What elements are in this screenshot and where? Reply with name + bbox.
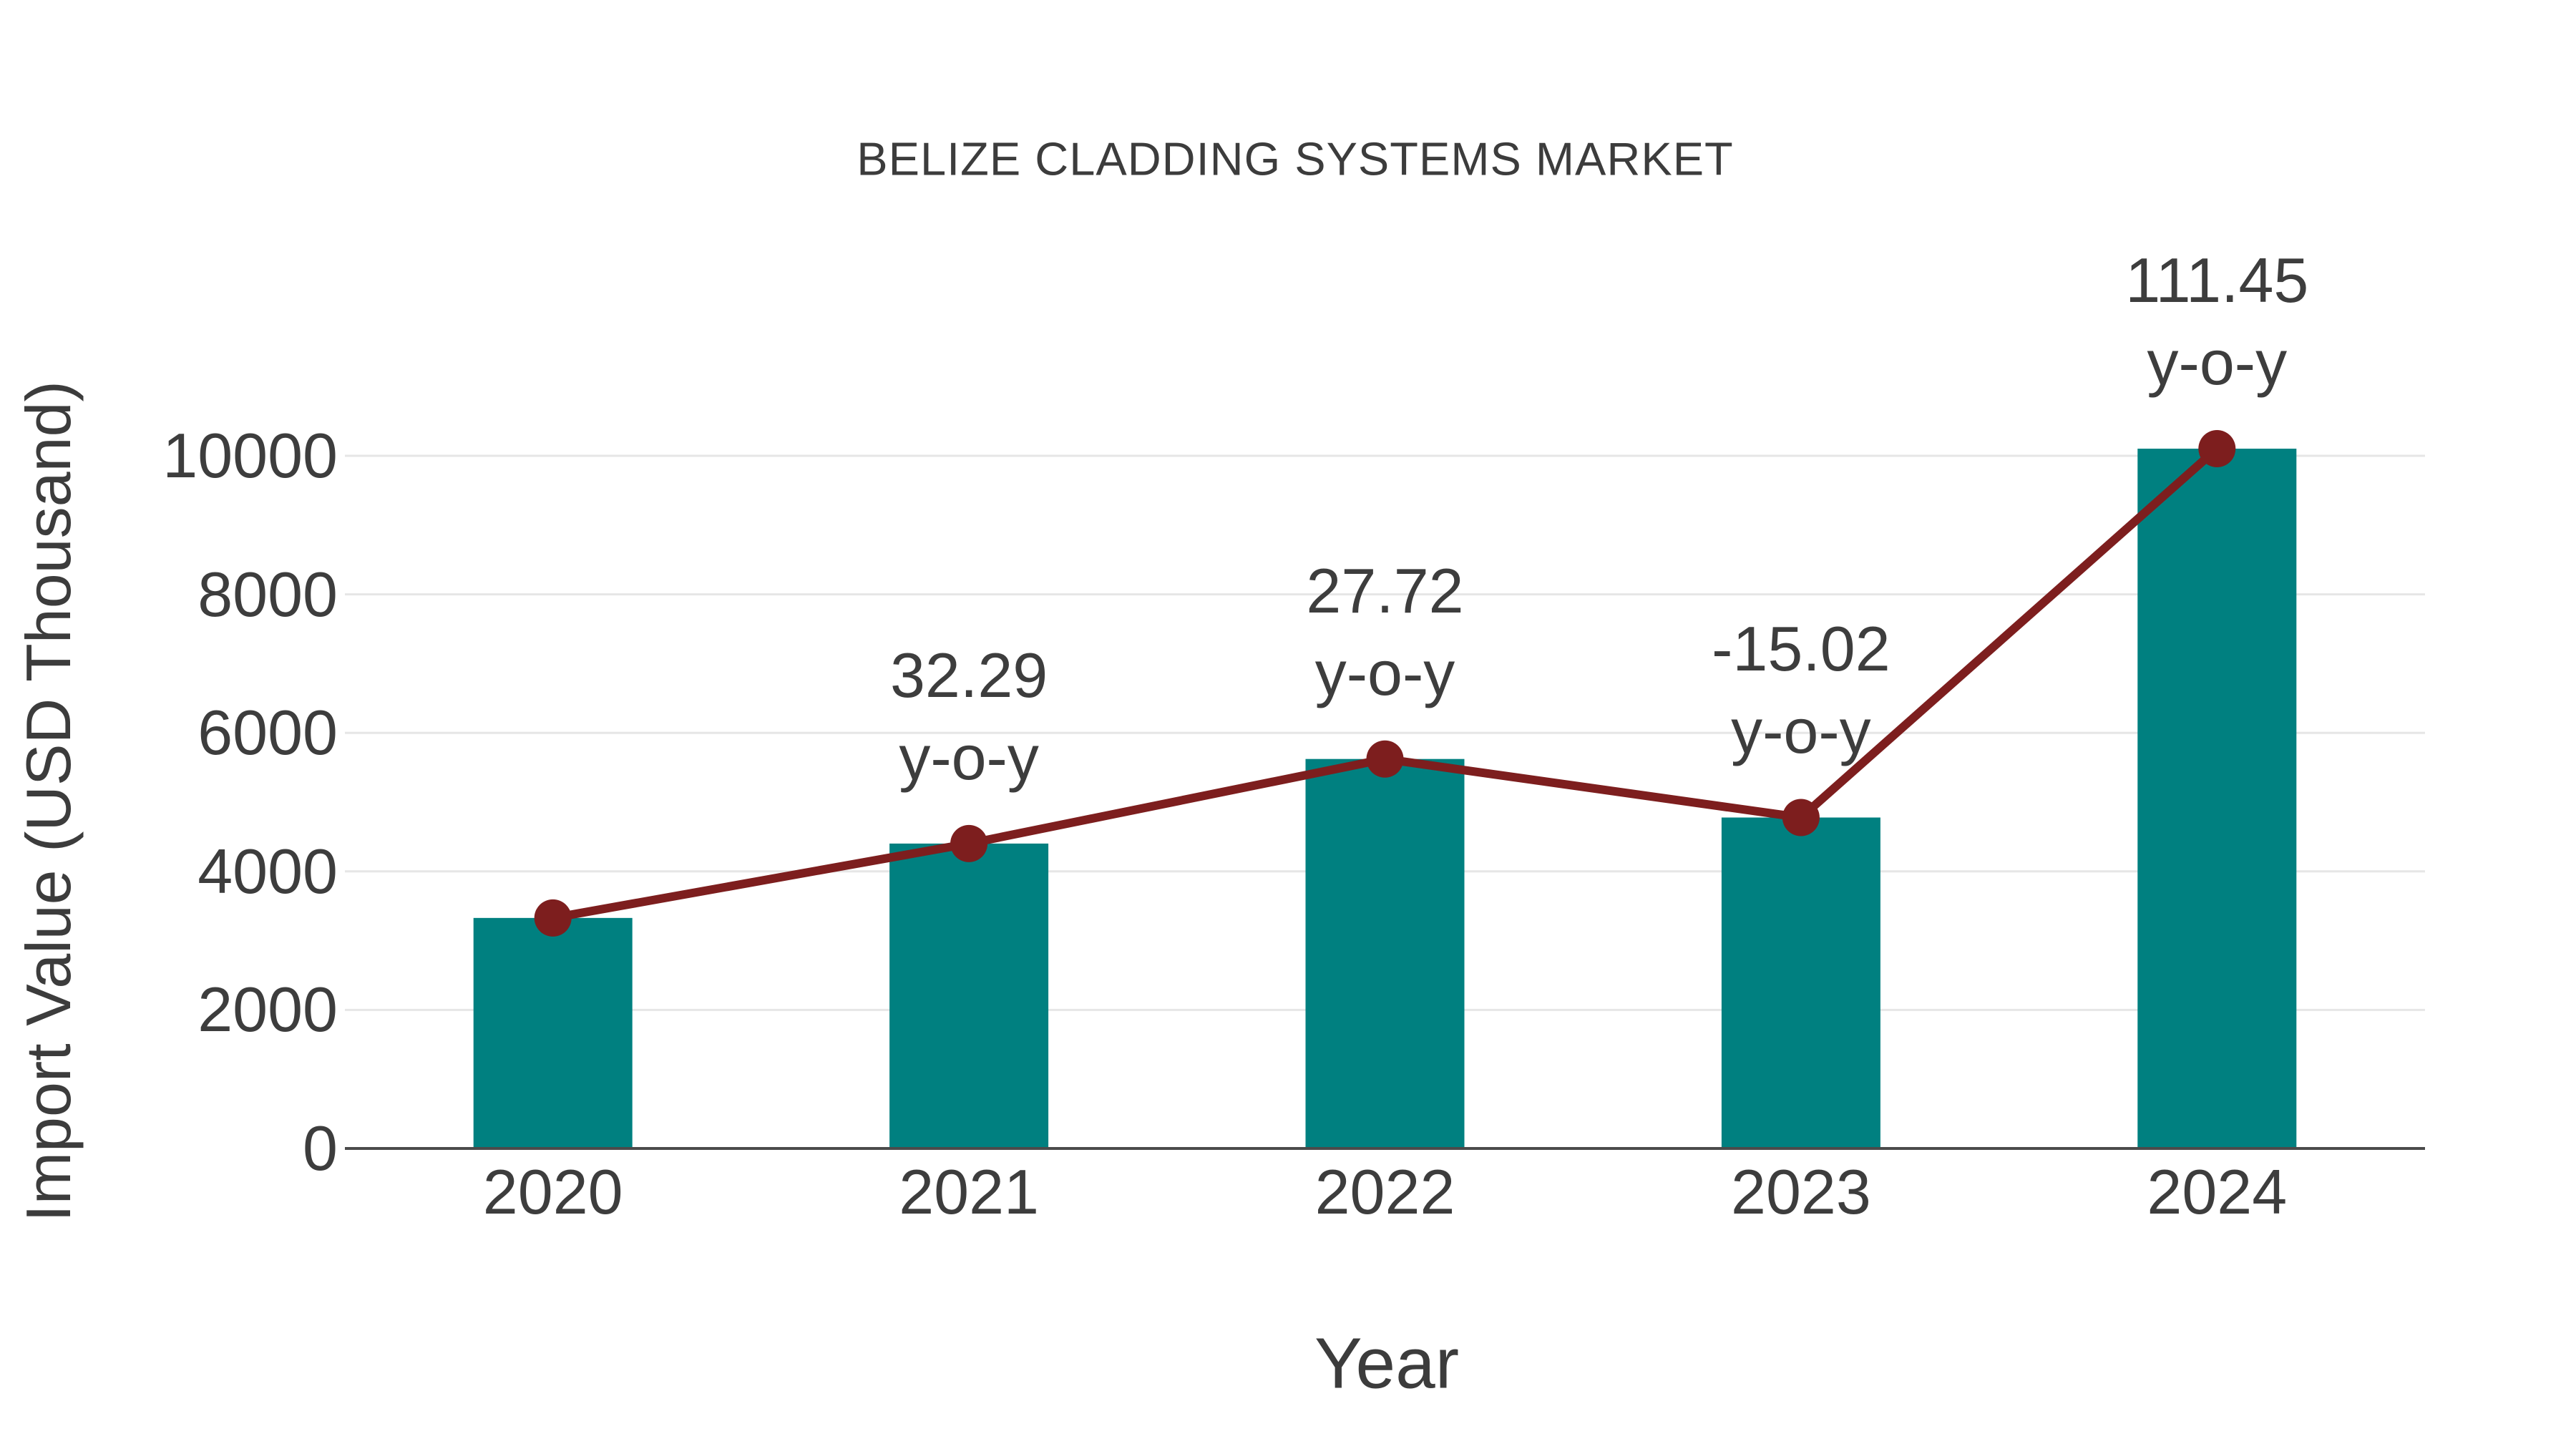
y-tick-10000: 10000 [162, 420, 338, 491]
x-tick-2022: 2022 [1314, 1156, 1455, 1227]
x-tick-2021: 2021 [899, 1156, 1039, 1227]
annotation-2022-value: 27.72 [1306, 555, 1464, 626]
annotation-2024-value: 111.45 [2125, 245, 2309, 316]
trend-point-2021[interactable] [950, 824, 988, 862]
trend-point-2022[interactable] [1366, 740, 1404, 778]
bar-2020[interactable] [473, 917, 633, 1148]
x-axis-title: Year [1314, 1323, 1460, 1404]
bar-2022[interactable] [1305, 758, 1465, 1148]
y-tick-2000: 2000 [197, 974, 338, 1045]
trend-point-2023[interactable] [1782, 799, 1820, 836]
bar-2023[interactable] [1721, 817, 1880, 1148]
x-tick-2020: 2020 [482, 1156, 623, 1227]
annotation-2021-value: 32.29 [889, 639, 1048, 711]
y-tick-4000: 4000 [197, 835, 338, 907]
x-tick-2023: 2023 [1731, 1156, 1871, 1227]
annotation-2022-label: y-o-y [1314, 637, 1455, 708]
annotation-2021-label: y-o-y [899, 721, 1039, 793]
trend-point-2020[interactable] [534, 899, 572, 937]
y-tick-6000: 6000 [197, 697, 338, 769]
bar-2021[interactable] [889, 843, 1049, 1148]
annotation-2024-label: y-o-y [2147, 327, 2288, 399]
y-tick-8000: 8000 [197, 558, 338, 630]
annotation-2023-label: y-o-y [1731, 696, 1871, 767]
trend-point-2024[interactable] [2198, 430, 2236, 468]
annotation-2023-value: -15.02 [1712, 613, 1890, 685]
y-tick-0: 0 [303, 1113, 338, 1184]
bar-2024[interactable] [2137, 449, 2297, 1148]
x-tick-2024: 2024 [2147, 1156, 2288, 1227]
chart-title: BELIZE CLADDING SYSTEMS MARKET [857, 132, 1734, 185]
